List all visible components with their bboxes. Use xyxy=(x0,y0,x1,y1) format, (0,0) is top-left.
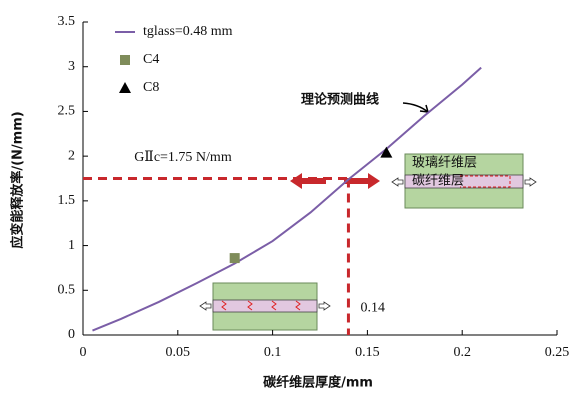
point xyxy=(380,146,393,158)
x-tick-label: 0.1 xyxy=(264,345,282,360)
x-tick-label: 0.15 xyxy=(355,345,380,360)
inset-layer xyxy=(212,299,318,313)
legend-swatch xyxy=(119,82,131,93)
load-arrows xyxy=(290,173,380,189)
legend-label: C8 xyxy=(143,80,159,95)
inset-layer xyxy=(404,174,524,189)
inset-right: 玻璃纤维层 碳纤维层 xyxy=(391,153,537,209)
y-tick-label: 0.5 xyxy=(58,283,76,298)
inset-arrows xyxy=(391,177,537,187)
legend-label: tglass=0.48 mm xyxy=(143,24,233,39)
x-axis-label: 碳纤维层厚度/mm xyxy=(263,375,373,391)
curve-annotation: 理论预测曲线 xyxy=(301,92,379,108)
threshold-y-label: GⅡc=1.75 N/mm xyxy=(134,150,232,165)
legend-label: C4 xyxy=(143,52,159,67)
x-tick-label: 0.05 xyxy=(166,345,191,360)
inset-cracks xyxy=(221,300,301,311)
y-tick-label: 0 xyxy=(68,327,75,342)
inset-lower xyxy=(199,282,331,331)
legend-swatch xyxy=(120,55,130,65)
y-tick-label: 1.5 xyxy=(58,193,76,208)
x-tick-label: 0.25 xyxy=(545,345,570,360)
inset-arrows xyxy=(199,301,331,311)
y-tick-label: 1 xyxy=(68,238,75,253)
inset-label: 玻璃纤维层 xyxy=(412,156,477,171)
threshold-x-label: 0.14 xyxy=(360,300,385,315)
inset-crack xyxy=(460,175,511,188)
annotation-arrow xyxy=(402,102,429,113)
point xyxy=(229,253,240,264)
inset-label: 碳纤维层 xyxy=(412,174,464,189)
y-tick-label: 2.5 xyxy=(58,104,76,119)
y-tick-label: 3 xyxy=(68,59,75,74)
series-line xyxy=(92,66,482,332)
y-tick-label: 3.5 xyxy=(58,14,76,29)
y-axis-label: 应变能释放率/(N/mm) xyxy=(10,111,26,248)
x-tick-label: 0 xyxy=(80,345,87,360)
y-tick-label: 2 xyxy=(68,148,75,163)
x-tick-label: 0.2 xyxy=(453,345,471,360)
